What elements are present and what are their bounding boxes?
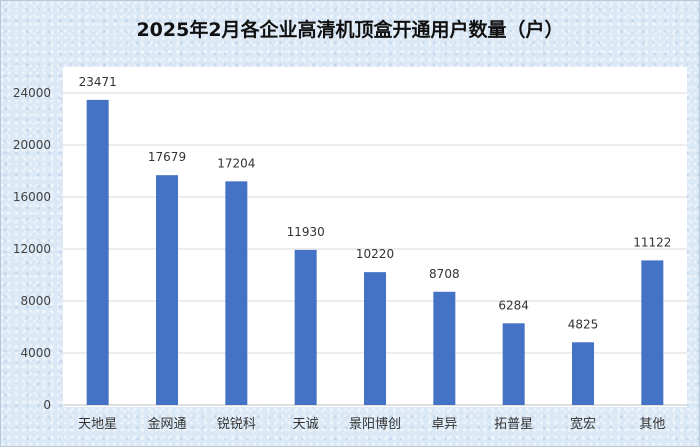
data-label: 17204 [217,156,255,170]
x-tick-label: 天诚 [293,417,319,432]
y-tick-label: 16000 [13,190,51,204]
data-label: 23471 [79,75,117,89]
data-label: 17679 [148,150,186,164]
x-tick-label: 天地星 [78,417,117,432]
chart-title: 2025年2月各企业高清机顶盒开通用户数量（户） [136,19,564,41]
x-tick-label: 宽宏 [570,416,596,432]
x-tick-label: 卓异 [431,417,457,432]
y-tick-label: 0 [43,398,51,412]
x-tick-label: 景阳博创 [349,417,401,432]
data-label: 11122 [633,235,671,249]
bar [502,323,525,405]
y-tick-label: 4000 [20,346,51,360]
bar [156,175,178,405]
data-label: 10220 [356,247,394,261]
bar [572,342,594,405]
bar [225,181,248,405]
bar [86,99,109,405]
data-label: 6284 [498,298,529,312]
y-tick-label: 24000 [13,86,51,100]
data-label: 8708 [429,267,460,281]
y-tick-label: 20000 [13,138,51,152]
y-tick-label: 8000 [20,294,51,308]
bar [641,260,664,405]
x-tick-label: 锐锐科 [217,417,256,432]
x-tick-label: 拓普星 [494,417,533,432]
y-tick-label: 12000 [13,242,51,256]
data-label: 4825 [568,317,599,331]
data-label: 11930 [287,225,325,239]
x-tick-label: 其他 [639,417,665,432]
x-tick-label: 金网通 [147,416,186,432]
bar [433,291,456,405]
bar [364,272,386,405]
bar [294,249,317,405]
